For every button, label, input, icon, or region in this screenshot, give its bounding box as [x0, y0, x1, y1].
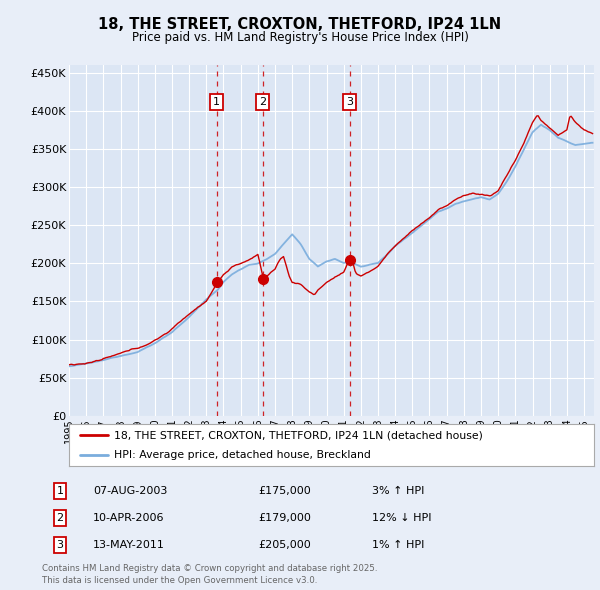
Text: 2: 2 [259, 97, 266, 107]
Text: 3: 3 [346, 97, 353, 107]
Text: 12% ↓ HPI: 12% ↓ HPI [372, 513, 431, 523]
Text: £175,000: £175,000 [258, 486, 311, 496]
Text: 3% ↑ HPI: 3% ↑ HPI [372, 486, 424, 496]
Text: Contains HM Land Registry data © Crown copyright and database right 2025.
This d: Contains HM Land Registry data © Crown c… [42, 565, 377, 585]
Text: 07-AUG-2003: 07-AUG-2003 [93, 486, 167, 496]
Text: Price paid vs. HM Land Registry's House Price Index (HPI): Price paid vs. HM Land Registry's House … [131, 31, 469, 44]
Text: 1% ↑ HPI: 1% ↑ HPI [372, 540, 424, 550]
Text: 10-APR-2006: 10-APR-2006 [93, 513, 164, 523]
Text: £179,000: £179,000 [258, 513, 311, 523]
Text: 18, THE STREET, CROXTON, THETFORD, IP24 1LN (detached house): 18, THE STREET, CROXTON, THETFORD, IP24 … [113, 430, 482, 440]
Text: HPI: Average price, detached house, Breckland: HPI: Average price, detached house, Brec… [113, 451, 371, 460]
Text: 2: 2 [56, 513, 64, 523]
Text: £205,000: £205,000 [258, 540, 311, 550]
Text: 1: 1 [56, 486, 64, 496]
Text: 1: 1 [213, 97, 220, 107]
Text: 13-MAY-2011: 13-MAY-2011 [93, 540, 165, 550]
Text: 3: 3 [56, 540, 64, 550]
Text: 18, THE STREET, CROXTON, THETFORD, IP24 1LN: 18, THE STREET, CROXTON, THETFORD, IP24 … [98, 17, 502, 31]
